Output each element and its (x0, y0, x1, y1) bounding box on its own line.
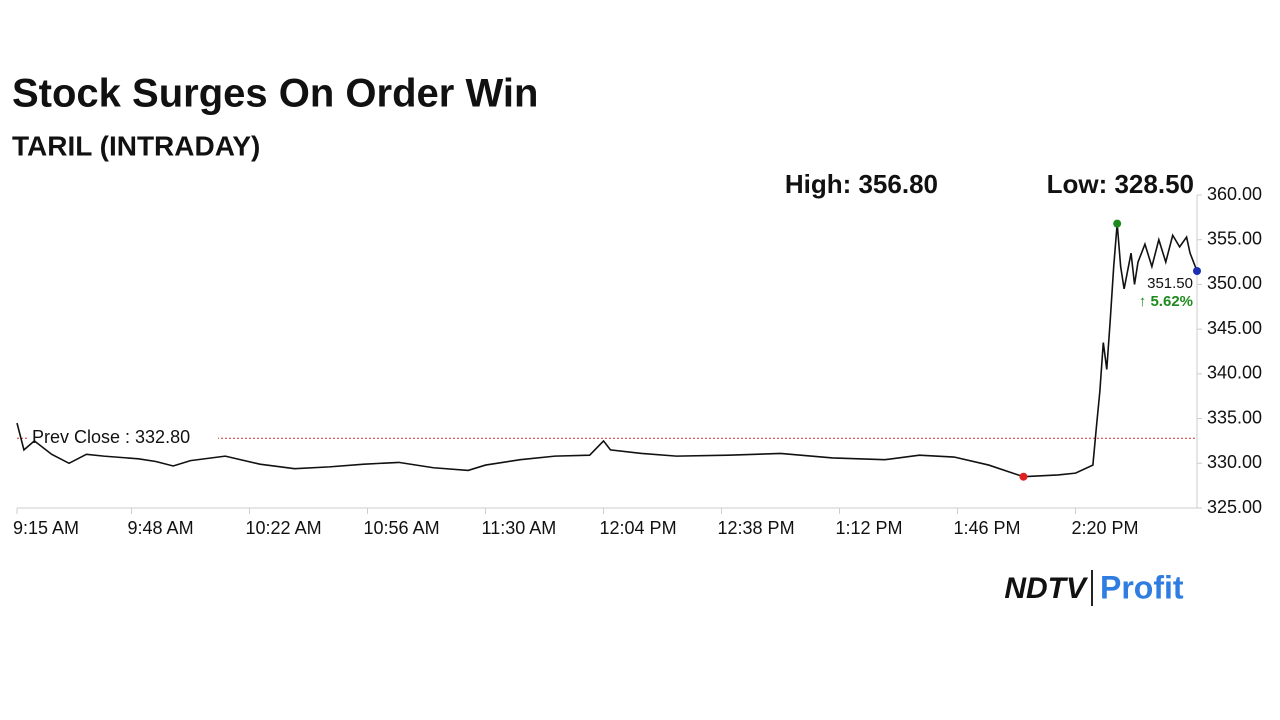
y-tick-label: 350.00 (1207, 273, 1262, 293)
change-label: ↑ 5.62% (1139, 293, 1193, 310)
brand-ndtv: NDTV (1004, 572, 1089, 605)
y-tick-label: 355.00 (1207, 228, 1262, 248)
chart-subtitle: TARIL (INTRADAY) (12, 130, 260, 161)
x-tick-label: 11:30 AM (482, 518, 557, 538)
x-tick-label: 10:56 AM (364, 518, 440, 538)
low-marker (1019, 472, 1028, 481)
last-price-label: 351.50 (1147, 275, 1193, 292)
x-tick-label: 10:22 AM (246, 518, 322, 538)
high-stat: High: 356.80 (785, 169, 938, 199)
y-tick-label: 335.00 (1207, 407, 1262, 427)
y-tick-label: 360.00 (1207, 184, 1262, 204)
low-stat: Low: 328.50 (1047, 169, 1194, 199)
x-tick-label: 9:48 AM (128, 518, 194, 538)
x-tick-label: 9:15 AM (13, 518, 79, 538)
y-tick-label: 325.00 (1207, 497, 1262, 517)
last-marker (1193, 267, 1201, 276)
price-line (16, 223, 1198, 478)
x-tick-label: 1:46 PM (954, 518, 1021, 538)
x-tick-label: 1:12 PM (836, 518, 903, 538)
brand-profit: Profit (1100, 569, 1184, 605)
y-tick-label: 330.00 (1207, 452, 1262, 472)
prev-close-bg (28, 426, 218, 449)
high-marker (1113, 219, 1122, 228)
y-tick-label: 340.00 (1207, 363, 1262, 383)
chart-title: Stock Surges On Order Win (12, 72, 538, 116)
y-tick-label: 345.00 (1207, 318, 1262, 338)
x-tick-label: 12:38 PM (718, 518, 795, 538)
prev-close-label: Prev Close : 332.80 (32, 427, 190, 447)
x-tick-label: 2:20 PM (1072, 518, 1139, 538)
x-tick-label: 12:04 PM (600, 518, 677, 538)
